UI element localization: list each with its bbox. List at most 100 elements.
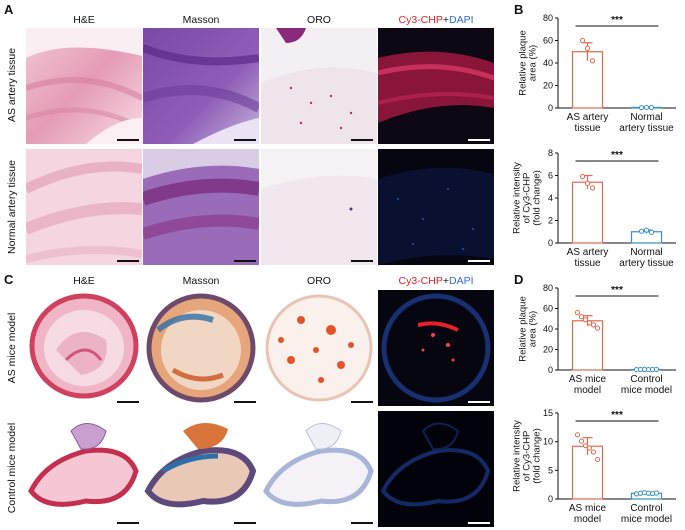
- scale-bar: [234, 401, 256, 403]
- he-control-mice-image: [26, 411, 142, 527]
- y-tick-label: 80: [543, 283, 553, 293]
- data-point: [643, 104, 650, 110]
- scale-bar: [117, 401, 139, 403]
- data-point: [579, 37, 586, 44]
- y-axis-label: (fold change): [531, 428, 542, 483]
- data-point: [589, 185, 596, 191]
- data-point: [590, 322, 597, 328]
- y-tick-label: 60: [543, 304, 553, 314]
- y-axis-label: area (%): [527, 45, 538, 81]
- y-axis-label: Relative intensity: [511, 420, 522, 492]
- oro-as-artery-image: [261, 28, 377, 144]
- y-tick-label: 10: [543, 437, 553, 447]
- y-tick-label: 8: [548, 148, 553, 158]
- significance-label: ***: [611, 285, 623, 296]
- data-point: [582, 443, 589, 449]
- y-axis-label: of Cy3-CHP: [521, 173, 532, 224]
- category-label: AS artery: [567, 247, 609, 258]
- chart-b-plaque-area: 0 20 40 60 80 Relative plaque area (%) AS arter…: [517, 13, 676, 134]
- scale-bar: [351, 260, 373, 262]
- scale-bar: [351, 522, 373, 524]
- data-point: [638, 228, 645, 234]
- fluor-as-mice-image: [378, 290, 494, 406]
- category-label: AS artery: [567, 112, 609, 123]
- category-label: tissue: [574, 258, 601, 269]
- y-tick-label: 60: [543, 36, 553, 46]
- fluor-normal-artery-image: [378, 149, 494, 265]
- row-label-control-mice: Control mice model: [6, 422, 18, 514]
- masson-control-mice-image: [143, 411, 259, 527]
- y-tick-label: 5: [548, 465, 553, 475]
- oro-control-mice-image: [261, 411, 377, 527]
- y-axis-label: of Cy3-CHP: [521, 431, 532, 482]
- panel-letter-d: D: [514, 272, 524, 287]
- col-label-masson-top: Masson: [182, 14, 220, 26]
- y-tick-label: 80: [543, 13, 553, 23]
- category-label: Control: [630, 374, 662, 385]
- y-tick-label: 4: [548, 193, 553, 203]
- y-axis-label: Relative plaque: [517, 296, 528, 362]
- category-label: artery tissue: [619, 258, 674, 269]
- y-tick-label: 2: [548, 216, 553, 226]
- data-point: [579, 174, 586, 180]
- data-point: [638, 105, 645, 111]
- y-tick-label: 0: [548, 365, 553, 375]
- y-tick-label: 40: [543, 58, 553, 68]
- oro-normal-artery-image: [261, 149, 377, 265]
- he-as-artery-image: [26, 28, 142, 144]
- data-point: [594, 325, 601, 331]
- panel-letter-a: A: [4, 2, 14, 17]
- scale-bar: [117, 260, 139, 262]
- category-label: mice model: [621, 385, 672, 396]
- category-label: AS mice: [569, 374, 607, 385]
- data-point: [574, 310, 581, 316]
- scale-bar: [468, 401, 490, 403]
- masson-as-mice-image: [143, 290, 259, 406]
- scale-bar: [234, 260, 256, 262]
- col-label-oro-bottom: ORO: [307, 275, 331, 287]
- data-point: [648, 104, 655, 111]
- panel-letter-b: B: [514, 2, 524, 17]
- scale-bar: [468, 522, 490, 524]
- y-axis-label: Relative intensity: [511, 162, 522, 234]
- category-label: model: [574, 385, 601, 396]
- data-point: [584, 45, 591, 51]
- data-point: [574, 432, 581, 438]
- category-label: model: [574, 514, 601, 525]
- col-label-fluor-top: Cy3-CHP+DAPI: [378, 14, 494, 26]
- category-label: tissue: [574, 123, 601, 134]
- bar: [571, 51, 604, 109]
- significance-label: ***: [611, 410, 623, 421]
- category-label: Control: [630, 503, 662, 514]
- data-point: [578, 314, 585, 320]
- he-normal-artery-image: [26, 149, 142, 265]
- cy3-label: Cy3-CHP: [398, 275, 443, 287]
- category-label: artery tissue: [619, 123, 674, 134]
- y-tick-label: 0: [548, 494, 553, 504]
- y-tick-label: 0: [548, 238, 553, 248]
- category-label: AS mice: [569, 503, 607, 514]
- y-tick-label: 15: [543, 408, 553, 418]
- he-as-mice-image: [26, 290, 142, 406]
- chart-b-cy3-intensity: 0 2 4 6 8 Relative intensity of Cy3-CHP (fold c…: [511, 148, 676, 269]
- data-point: [590, 449, 597, 455]
- bar: [571, 181, 604, 244]
- data-point: [578, 438, 585, 444]
- data-point: [586, 320, 593, 326]
- scale-bar: [234, 139, 256, 141]
- dapi-label: DAPI: [448, 14, 474, 26]
- category-label: Normal: [630, 112, 662, 123]
- y-tick-label: 20: [543, 81, 553, 91]
- data-point: [586, 445, 593, 451]
- row-label-as-mice: AS mice model: [6, 312, 18, 384]
- data-point: [653, 366, 660, 372]
- fluor-control-mice-image: [378, 411, 494, 527]
- y-tick-label: 40: [543, 324, 553, 334]
- col-label-he-bottom: H&E: [73, 275, 95, 287]
- masson-as-artery-image: [143, 28, 259, 144]
- data-point: [589, 58, 596, 64]
- data-point: [653, 490, 660, 496]
- oro-as-mice-image: [261, 290, 377, 406]
- y-axis-label: area (%): [527, 311, 538, 347]
- scale-bar: [117, 522, 139, 524]
